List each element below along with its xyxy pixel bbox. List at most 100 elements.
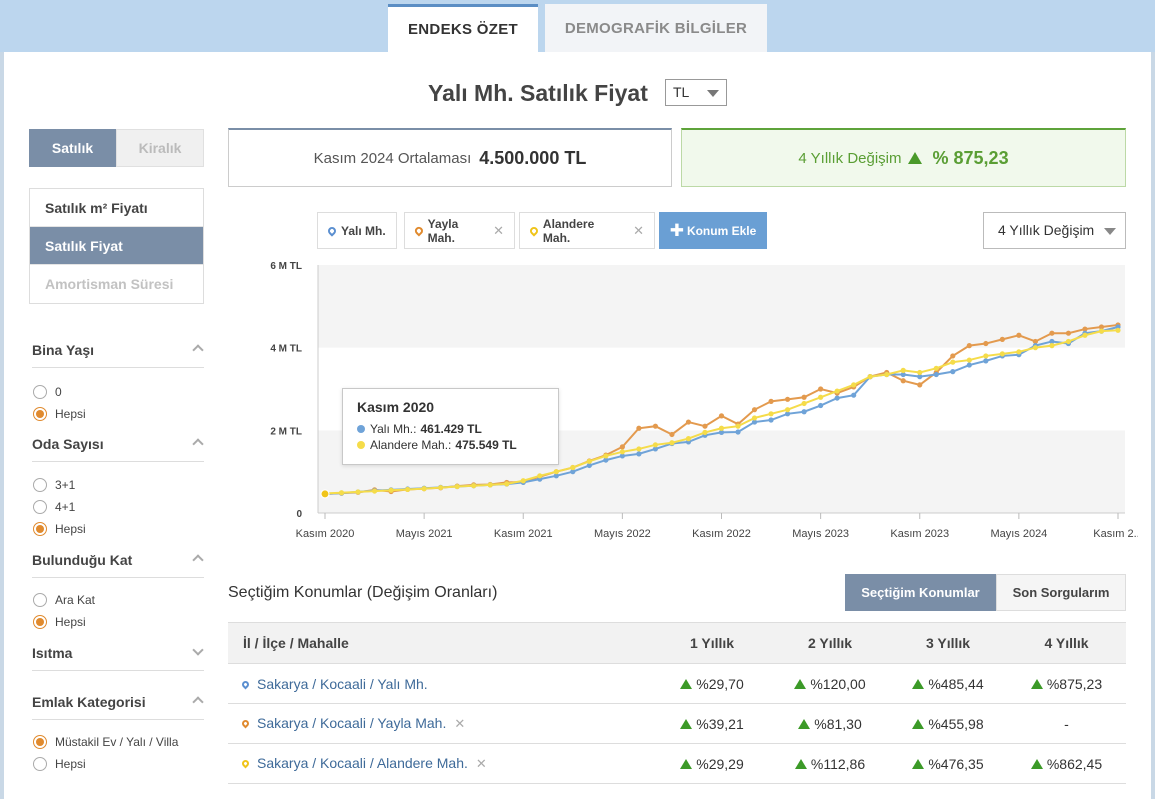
recent-queries-button[interactable]: Son Sorgularım bbox=[996, 574, 1126, 611]
filter-isitma-header[interactable]: Isıtma bbox=[32, 644, 204, 671]
y-tick-label: 6 M TL bbox=[270, 261, 302, 272]
triangle-up-icon bbox=[912, 718, 925, 729]
average-value: 4.500.000 TL bbox=[479, 147, 587, 168]
data-point bbox=[801, 400, 807, 407]
option-bina-yasi-0[interactable]: 0 bbox=[33, 383, 62, 401]
close-icon[interactable]: ✕ bbox=[633, 222, 644, 238]
location-pin-icon bbox=[528, 224, 540, 237]
radio-checked-icon bbox=[33, 407, 47, 421]
chip-alandere[interactable]: Alandere Mah. ✕ bbox=[519, 212, 655, 249]
left-edge bbox=[0, 52, 4, 799]
location-pin-icon bbox=[240, 758, 251, 769]
data-point bbox=[669, 431, 675, 438]
rate-value: %862,45 bbox=[1046, 755, 1103, 772]
add-location-label: Konum Ekle bbox=[686, 223, 757, 238]
data-point bbox=[966, 357, 972, 363]
table-row[interactable]: Sakarya / Kocaali / Alandere Mah. ✕ %29,2… bbox=[228, 743, 1126, 784]
filter-title: Oda Sayısı bbox=[32, 436, 104, 452]
data-point bbox=[1049, 338, 1055, 345]
page-title: Yalı Mh. Satılık Fiyat bbox=[428, 80, 648, 106]
currency-select[interactable]: TL bbox=[665, 79, 727, 106]
data-point bbox=[1082, 326, 1088, 332]
menu-item-satilik-fiyat[interactable]: Satılık Fiyat bbox=[30, 227, 203, 265]
data-point bbox=[702, 423, 708, 429]
data-point bbox=[751, 419, 758, 425]
data-point bbox=[801, 409, 807, 415]
data-point bbox=[1065, 338, 1072, 345]
rate-value: %81,30 bbox=[814, 715, 862, 732]
filter-kat-header[interactable]: Bulunduğu Kat bbox=[32, 552, 204, 578]
rate-cell: %862,45 bbox=[1007, 743, 1126, 784]
data-point bbox=[900, 371, 906, 378]
selected-locations-button[interactable]: Seçtiğim Konumlar bbox=[845, 574, 996, 611]
data-point bbox=[718, 413, 725, 419]
data-point bbox=[917, 369, 923, 376]
option-oda-4-1[interactable]: 4+1 bbox=[33, 498, 75, 516]
filter-oda-sayisi-header[interactable]: Oda Sayısı bbox=[32, 436, 204, 462]
filter-bina-yasi-header[interactable]: Bina Yaşı bbox=[32, 342, 204, 368]
dot-icon bbox=[357, 441, 365, 449]
table-row[interactable]: Sakarya / Kocaali / Yalı Mh. %29,70 %120… bbox=[228, 663, 1126, 704]
data-point bbox=[636, 446, 642, 452]
option-kategori-hepsi[interactable]: Hepsi bbox=[33, 755, 86, 773]
rate-cell: %120,00 bbox=[771, 663, 889, 704]
data-point bbox=[933, 371, 939, 378]
tooltip-row-alandere: Alandere Mah.: 475.549 TL bbox=[357, 437, 544, 453]
segment-kiralik[interactable]: Kiralık bbox=[116, 129, 204, 167]
data-point bbox=[834, 395, 840, 401]
data-point bbox=[1032, 338, 1038, 345]
option-ara-kat[interactable]: Ara Kat bbox=[33, 591, 95, 609]
chip-label: Yayla Mah. bbox=[427, 216, 459, 245]
segment-satilik[interactable]: Satılık bbox=[29, 129, 116, 167]
triangle-up-icon bbox=[680, 718, 693, 729]
table-row[interactable]: Sakarya / Kocaali / Yayla Mah. ✕ %39,21 %… bbox=[228, 703, 1126, 744]
rate-cell: %455,98 bbox=[889, 703, 1007, 744]
data-point bbox=[603, 457, 609, 463]
data-point bbox=[966, 362, 972, 368]
chevron-up-icon bbox=[192, 344, 204, 356]
x-tick-label: Mayıs 2023 bbox=[792, 528, 849, 540]
average-label: Kasım 2024 Ortalaması bbox=[313, 149, 472, 167]
data-point bbox=[735, 423, 741, 429]
location-cell[interactable]: Sakarya / Kocaali / Yayla Mah. ✕ bbox=[228, 703, 653, 744]
chevron-up-icon bbox=[192, 696, 204, 708]
option-kat-hepsi[interactable]: Hepsi bbox=[33, 613, 86, 631]
add-location-button[interactable]: ✚ Konum Ekle bbox=[659, 212, 767, 249]
data-point bbox=[570, 469, 576, 475]
data-point bbox=[421, 486, 427, 492]
data-point bbox=[950, 369, 956, 375]
location-cell[interactable]: Sakarya / Kocaali / Alandere Mah. ✕ bbox=[228, 743, 653, 784]
tab-endeks-ozet[interactable]: ENDEKS ÖZET bbox=[388, 4, 538, 52]
data-point bbox=[834, 388, 840, 394]
data-point bbox=[867, 374, 873, 380]
close-icon[interactable]: ✕ bbox=[454, 716, 466, 731]
chip-yali[interactable]: Yalı Mh. bbox=[317, 212, 397, 249]
data-point bbox=[1049, 330, 1055, 336]
location-cell[interactable]: Sakarya / Kocaali / Yalı Mh. bbox=[228, 663, 653, 704]
rate-value: %39,21 bbox=[696, 715, 744, 732]
rate-value: %485,44 bbox=[928, 675, 984, 692]
close-icon[interactable]: ✕ bbox=[493, 222, 504, 238]
data-point bbox=[586, 458, 592, 464]
filter-emlak-kategorisi-header[interactable]: Emlak Kategorisi bbox=[32, 694, 204, 720]
menu-item-satilik-m2[interactable]: Satılık m² Fiyatı bbox=[30, 189, 203, 227]
option-oda-hepsi[interactable]: Hepsi bbox=[33, 520, 86, 538]
triangle-up-icon bbox=[680, 758, 693, 769]
chip-yayla[interactable]: Yayla Mah. ✕ bbox=[404, 212, 515, 249]
x-tick-label: Mayıs 2022 bbox=[594, 528, 651, 540]
location-pin-icon bbox=[413, 224, 425, 237]
close-icon[interactable]: ✕ bbox=[475, 756, 487, 771]
menu-item-amortisman[interactable]: Amortisman Süresi bbox=[45, 276, 174, 292]
tab-demografik-bilgiler[interactable]: DEMOGRAFİK BİLGİLER bbox=[545, 4, 767, 52]
option-oda-3-1[interactable]: 3+1 bbox=[33, 476, 75, 494]
option-mustakil-ev[interactable]: Müstakil Ev / Yalı / Villa bbox=[33, 733, 178, 751]
period-select[interactable]: 4 Yıllık Değişim bbox=[983, 212, 1126, 249]
chevron-up-icon bbox=[192, 438, 204, 450]
column-header: 4 Yıllık bbox=[1007, 622, 1126, 664]
location-name: Sakarya / Kocaali / Yayla Mah. bbox=[257, 715, 447, 731]
column-header: 1 Yıllık bbox=[653, 622, 771, 664]
rate-value: %29,70 bbox=[696, 675, 744, 692]
option-label: 0 bbox=[55, 385, 62, 399]
data-point bbox=[784, 411, 791, 417]
option-bina-yasi-hepsi[interactable]: Hepsi bbox=[33, 405, 86, 423]
